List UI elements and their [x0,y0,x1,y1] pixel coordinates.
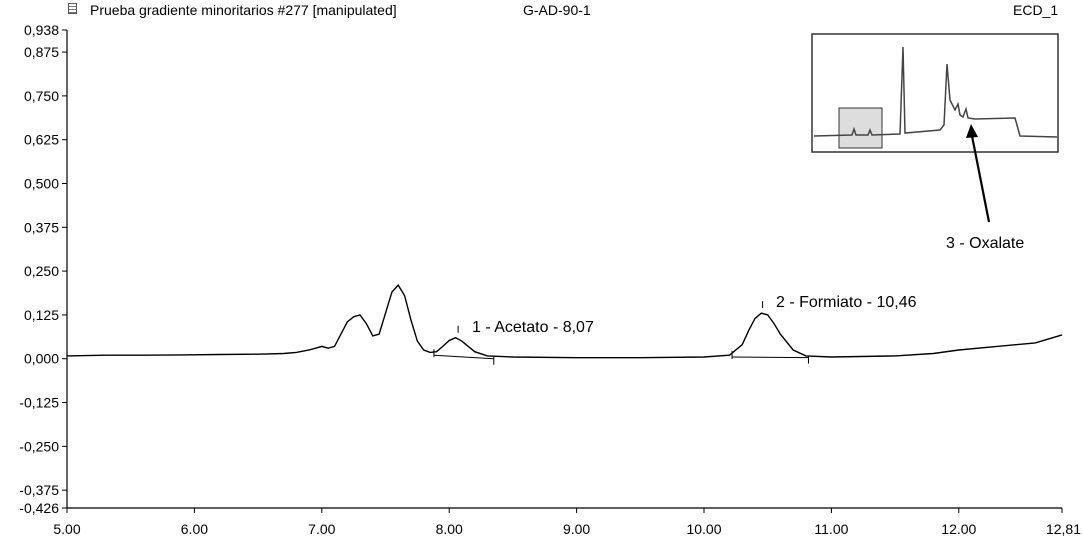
peak-label-formiato: 2 - Formiato - 10,46 [776,294,917,311]
x-tick-label: 9.00 [563,521,590,537]
y-tick-label: -0,426 [19,500,59,516]
x-axis-ticks: 5.00 6.00 7.00 8.00 9.00 10.00 11.00 12.00 12,81 [53,508,1081,537]
document-icon [68,3,77,14]
y-tick-label: 0,750 [24,88,59,104]
peak-label-acetato: 1 - Acetato - 8,07 [472,319,594,336]
baseline-segment [732,356,809,359]
y-tick-label: -0,250 [19,438,59,454]
x-tick-label: 11.00 [814,521,848,537]
chromatogram-trace [66,283,1063,359]
baseline-segment [433,354,494,360]
chart-axes [66,30,1062,509]
y-tick-label: 0,875 [24,44,59,60]
overview-inset [811,33,1059,153]
x-tick-label: 5.00 [53,521,80,537]
inset-zoom-region [838,107,883,149]
y-tick-label: 0,500 [24,175,59,191]
x-tick-label: 8.00 [436,521,463,537]
y-tick-label: 0,625 [24,132,59,148]
x-tick-label: 6.00 [181,521,208,537]
peak-label-oxalate: 3 - Oxalate [946,235,1024,252]
peak-markers [457,301,764,333]
y-tick-label: 0,125 [24,307,59,323]
chromatogram-title: Prueba gradiente minoritarios #277 [mani… [90,2,397,18]
y-tick-label: 0,938 [24,22,59,38]
y-tick-label: 0,000 [24,351,59,367]
x-tick-label: 7.00 [308,521,335,537]
sample-name: G-AD-90-1 [523,2,591,18]
detector-name: ECD_1 [1013,2,1059,18]
y-axis-ticks: 0,938 0,875 0,750 0,625 0,500 0,375 0,250 0,125… [19,22,67,516]
y-tick-label: 0,250 [24,263,59,279]
y-tick-label: -0,375 [19,482,59,498]
x-tick-label: 10.00 [686,521,721,537]
x-tick-label: 12,81 [1046,521,1081,537]
inset-trace [813,46,1058,138]
x-tick-label: 12.00 [941,521,976,537]
y-tick-label: 0,375 [24,219,59,235]
oxalate-arrow [966,124,991,223]
integration-baselines [433,349,809,365]
y-tick-label: -0,125 [19,395,59,411]
